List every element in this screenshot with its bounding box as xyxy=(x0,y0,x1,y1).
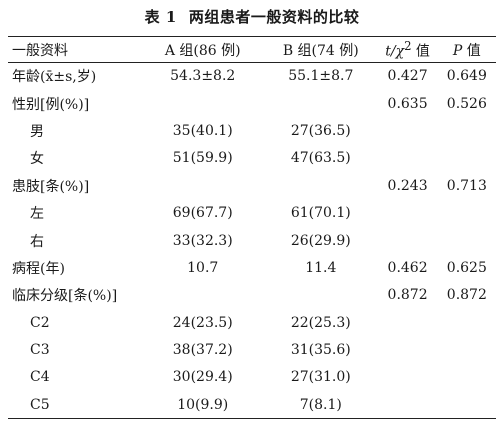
statistic-value xyxy=(378,145,438,172)
row-label: C3 xyxy=(30,342,50,359)
table-row: 男 35(40.1) 27(36.5) xyxy=(8,117,496,144)
header-group-b: B 组(74 例) xyxy=(264,36,378,63)
p-value xyxy=(438,364,496,391)
group-a-value: 69(67.7) xyxy=(172,205,233,222)
table-row: 病程(年) 10.7 11.4 0.462 0.625 xyxy=(8,254,496,281)
statistic-value: 0.462 xyxy=(387,259,428,276)
statistic-value xyxy=(378,364,438,391)
row-label: 患肢[条(%)] xyxy=(12,178,90,195)
group-a-value: 30(29.4) xyxy=(172,369,233,386)
table-row: C5 10(9.9) 7(8.1) xyxy=(8,391,496,420)
row-label: C2 xyxy=(30,314,50,331)
row-label: 临床分级[条(%)] xyxy=(12,288,118,305)
group-a-value: 10(9.9) xyxy=(141,391,265,420)
caption-title: 两组患者一般资料的比较 xyxy=(188,8,360,26)
p-value xyxy=(438,199,496,226)
group-b-value: 26(29.9) xyxy=(290,232,351,249)
group-a-value: 54.3±8.2 xyxy=(170,68,236,85)
statistic-value xyxy=(378,336,438,363)
p-value xyxy=(438,227,496,254)
header-statistic: t/χ2 值 xyxy=(377,36,438,63)
group-a-value: 35(40.1) xyxy=(172,122,233,139)
row-label: 女 xyxy=(30,151,44,168)
table-row: 临床分级[条(%)] 0.872 0.872 xyxy=(8,282,496,309)
group-b-value: 31(35.6) xyxy=(290,342,351,359)
statistic-value xyxy=(378,199,438,226)
statistic-value xyxy=(378,309,438,336)
p-value xyxy=(438,117,496,144)
header-statistic-superscript: 2 xyxy=(404,38,412,53)
row-label: C4 xyxy=(30,369,50,386)
group-a-value xyxy=(141,282,264,309)
header-p: P 值 xyxy=(437,36,496,63)
statistic-value: 0.872 xyxy=(387,287,428,304)
header-statistic-symbol: t/χ xyxy=(385,43,405,60)
table-row: 女 51(59.9) 47(63.5) xyxy=(8,145,496,172)
statistic-value: 0.427 xyxy=(387,68,428,85)
statistic-value xyxy=(378,117,438,144)
table-body: 年龄(x̄±s,岁) 54.3±8.2 55.1±8.7 0.427 0.649 性别[例… xyxy=(8,63,496,420)
p-value: 0.872 xyxy=(446,287,487,304)
group-a-value: 10.7 xyxy=(187,259,219,276)
group-a-value: 33(32.3) xyxy=(172,232,233,249)
header-p-value: 值 xyxy=(462,42,481,59)
group-b-value: 27(36.5) xyxy=(290,122,351,139)
p-value: 0.713 xyxy=(446,177,487,194)
header-group-a: A 组(86 例) xyxy=(141,36,265,63)
group-a-value xyxy=(141,172,264,199)
header-p-symbol: P xyxy=(452,42,463,59)
row-label: 左 xyxy=(30,206,44,223)
p-value xyxy=(437,391,496,420)
group-b-value: 11.4 xyxy=(305,259,337,276)
table-row: 年龄(x̄±s,岁) 54.3±8.2 55.1±8.7 0.427 0.649 xyxy=(8,63,496,90)
p-value: 0.526 xyxy=(446,95,487,112)
caption-label: 表 1 xyxy=(144,8,177,26)
table-row: 患肢[条(%)] 0.243 0.713 xyxy=(8,172,496,199)
group-b-value: 7(8.1) xyxy=(264,391,378,420)
table-caption: 表 1 两组患者一般资料的比较 xyxy=(0,6,504,27)
group-a-value: 24(23.5) xyxy=(172,314,233,331)
group-a-value: 51(59.9) xyxy=(172,150,233,167)
header-statistic-value: 值 xyxy=(411,43,430,60)
header-item: 一般资料 xyxy=(8,36,142,63)
group-b-value: 61(70.1) xyxy=(290,205,351,222)
header-row: 一般资料 A 组(86 例) B 组(74 例) t/χ2 值 P 值 xyxy=(8,36,496,63)
p-value xyxy=(438,309,496,336)
statistic-value xyxy=(377,391,438,420)
statistic-value xyxy=(378,227,438,254)
row-label: 男 xyxy=(30,123,44,140)
p-value: 0.649 xyxy=(446,68,487,85)
row-label: 病程(年) xyxy=(12,260,65,277)
group-b-value: 47(63.5) xyxy=(290,150,351,167)
row-label: 性别[例(%)] xyxy=(12,96,90,113)
row-label: 右 xyxy=(30,233,44,250)
group-b-value xyxy=(264,172,377,199)
group-b-value xyxy=(264,90,377,117)
statistic-value: 0.243 xyxy=(387,177,428,194)
p-value: 0.625 xyxy=(446,259,487,276)
comparison-table: 一般资料 A 组(86 例) B 组(74 例) t/χ2 值 P 值 年龄(x… xyxy=(8,36,496,420)
row-label: 年龄(x̄±s,岁) xyxy=(12,69,97,86)
table-row: 右 33(32.3) 26(29.9) xyxy=(8,227,496,254)
p-value xyxy=(438,336,496,363)
group-a-value xyxy=(141,90,264,117)
table-row: 左 69(67.7) 61(70.1) xyxy=(8,199,496,226)
row-label: C5 xyxy=(8,391,142,420)
table-row: C4 30(29.4) 27(31.0) xyxy=(8,364,496,391)
table-row: 性别[例(%)] 0.635 0.526 xyxy=(8,90,496,117)
statistic-value: 0.635 xyxy=(387,95,428,112)
table-row: C2 24(23.5) 22(25.3) xyxy=(8,309,496,336)
group-b-value: 55.1±8.7 xyxy=(288,68,354,85)
table-row: C3 38(37.2) 31(35.6) xyxy=(8,336,496,363)
group-b-value: 22(25.3) xyxy=(290,314,351,331)
group-a-value: 38(37.2) xyxy=(172,342,233,359)
group-b-value xyxy=(264,282,377,309)
group-b-value: 27(31.0) xyxy=(290,369,351,386)
p-value xyxy=(438,145,496,172)
